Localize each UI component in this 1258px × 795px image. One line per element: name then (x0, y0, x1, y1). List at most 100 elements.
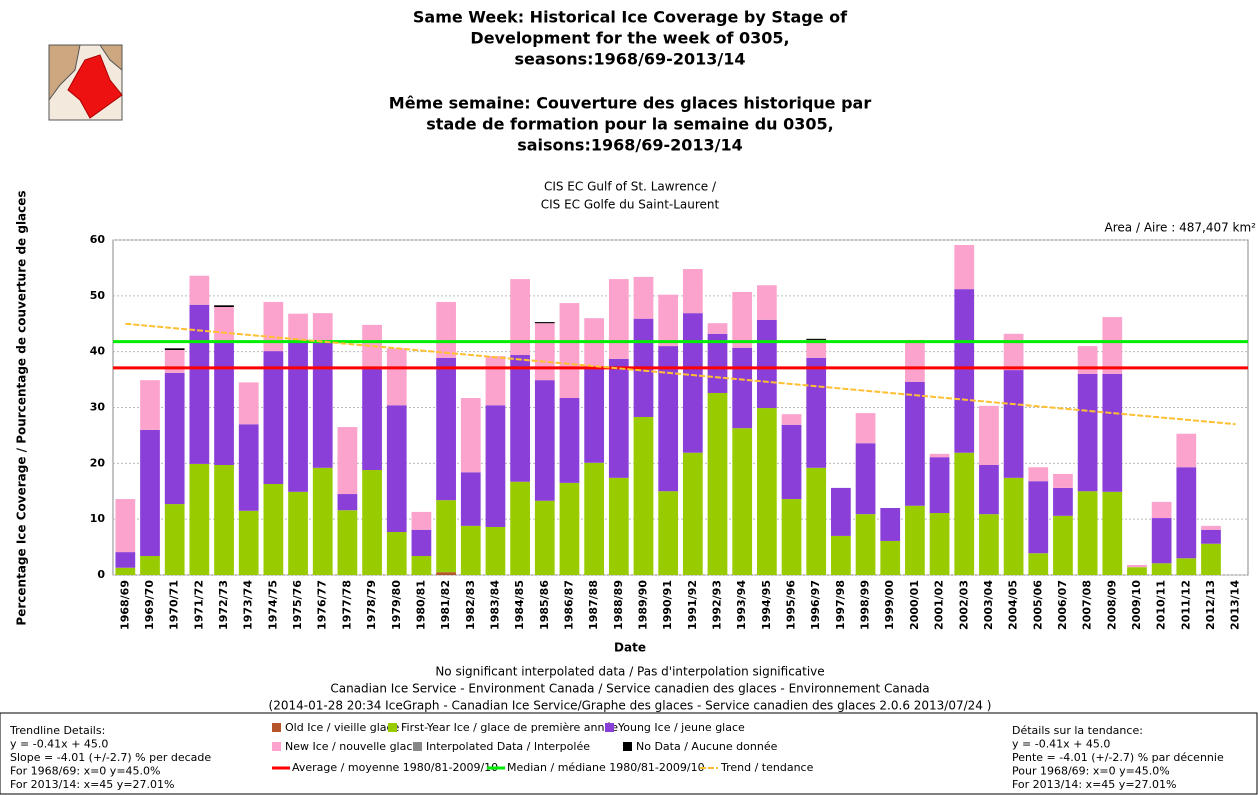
x-axis-title: Date (614, 641, 646, 655)
x-tick-label: 1982/83 (464, 580, 477, 630)
bar-segment (658, 491, 679, 575)
bar-segment (485, 526, 506, 575)
x-tick-label: 1999/00 (883, 580, 896, 630)
x-tick-label: 1975/76 (291, 580, 304, 630)
bar-segment (214, 465, 234, 575)
x-tick-label: 2007/08 (1081, 580, 1094, 630)
legend-label: Interpolated Data / Interpolée (426, 740, 590, 753)
y-tick-label: 40 (90, 345, 106, 358)
legend-label: First-Year Ice / glace de première année (401, 721, 618, 734)
chart-title: Same Week: Historical Ice Coverage by St… (413, 8, 848, 27)
bar-segment (732, 428, 753, 575)
legend-label: Trend / tendance (720, 761, 814, 774)
bar-segment (1201, 529, 1221, 544)
bar-segment (164, 348, 185, 350)
bar-segment (707, 333, 728, 393)
bar-segment (140, 556, 160, 575)
bar-segment (337, 427, 358, 495)
bar-segment (979, 465, 999, 515)
x-tick-label: 2006/07 (1056, 580, 1069, 630)
chart-title: seasons:1968/69-2013/14 (515, 50, 746, 69)
bar-segment (559, 398, 580, 483)
bar-segment (559, 303, 580, 399)
bar-segment (1077, 346, 1098, 374)
bar-segment (386, 348, 407, 406)
trend-details-fr: Détails sur la tendance: (1012, 724, 1143, 737)
bar-segment (263, 301, 284, 352)
bar-segment (806, 338, 827, 340)
bar-segment (608, 358, 629, 478)
bar-segment (855, 514, 876, 575)
x-tick-label: 1993/94 (735, 580, 748, 630)
x-tick-label: 1968/69 (118, 580, 131, 630)
bar-segment (312, 313, 333, 341)
footer-text: Canadian Ice Service - Environment Canad… (330, 682, 929, 696)
x-tick-label: 1990/91 (661, 580, 674, 630)
x-tick-label: 2000/01 (908, 580, 921, 630)
bar-segment (534, 322, 555, 324)
x-tick-label: 2003/04 (982, 580, 995, 630)
bar-segment (756, 285, 777, 320)
x-tick-label: 1983/84 (488, 580, 501, 630)
bar-segment (189, 463, 210, 575)
bar-segment (905, 381, 925, 506)
footer-text: No significant interpolated data / Pas d… (435, 665, 824, 679)
bar-segment (954, 245, 975, 290)
bar-segment (312, 467, 333, 575)
legend-box (0, 712, 1258, 795)
bar-segment (1102, 317, 1123, 374)
bar-segment (189, 304, 210, 464)
x-tick-label: 1986/87 (562, 580, 575, 630)
bar-segment (164, 504, 185, 575)
bar-segment (460, 472, 481, 526)
bar-segment (510, 355, 530, 482)
y-tick-label: 20 (90, 456, 106, 469)
bar-segment (460, 398, 481, 473)
x-tick-label: 1971/72 (192, 580, 205, 630)
bar-segment (411, 529, 432, 557)
bar-segment (559, 482, 580, 575)
bar-segment (214, 340, 234, 466)
bar-segment (362, 368, 382, 471)
bar-segment (1053, 487, 1073, 516)
bar-segment (189, 275, 210, 305)
x-tick-label: 1978/79 (365, 580, 378, 630)
x-tick-label: 2005/06 (1031, 580, 1044, 630)
bar-segment (1127, 564, 1147, 568)
footer-text: (2014-01-28 20:34 IceGraph - Canadian Ic… (269, 699, 992, 713)
x-tick-label: 1994/95 (760, 580, 773, 630)
bar-segment (1201, 525, 1221, 530)
bar-segment (534, 380, 555, 501)
legend-swatch (605, 723, 614, 732)
bar-segment (781, 499, 802, 575)
y-tick-label: 60 (90, 233, 106, 246)
bar-segment (288, 313, 308, 342)
bar-segment (929, 457, 950, 514)
x-tick-label: 1970/71 (168, 580, 181, 630)
x-tick-label: 1981/82 (439, 580, 452, 630)
bar-segment (682, 269, 703, 314)
bar-segment (115, 499, 136, 553)
bar-segment (584, 462, 605, 575)
x-tick-label: 1987/88 (587, 580, 600, 630)
legend-swatch (272, 723, 281, 732)
bar-segment (756, 319, 777, 409)
legend-swatch (388, 723, 397, 732)
x-tick-label: 1977/78 (340, 580, 353, 630)
bar-segment (115, 567, 136, 575)
x-tick-label: 2008/09 (1105, 580, 1118, 630)
bar-segment (436, 500, 456, 573)
y-tick-label: 30 (90, 401, 106, 414)
bar-segment (263, 483, 284, 575)
bar-segment (485, 356, 506, 406)
x-tick-label: 2013/14 (1229, 580, 1242, 630)
bar-segment (534, 500, 555, 575)
x-tick-label: 1976/77 (316, 580, 329, 630)
bar-segment (140, 380, 160, 430)
trend-details-fr: y = -0.41x + 45.0 (1012, 738, 1110, 751)
bar-segment (1003, 477, 1024, 575)
bar-segment (1127, 567, 1147, 575)
subtitle: CIS EC Golfe du Saint-Laurent (541, 198, 720, 212)
map-icon (48, 44, 123, 121)
bar-segment (1028, 553, 1049, 575)
